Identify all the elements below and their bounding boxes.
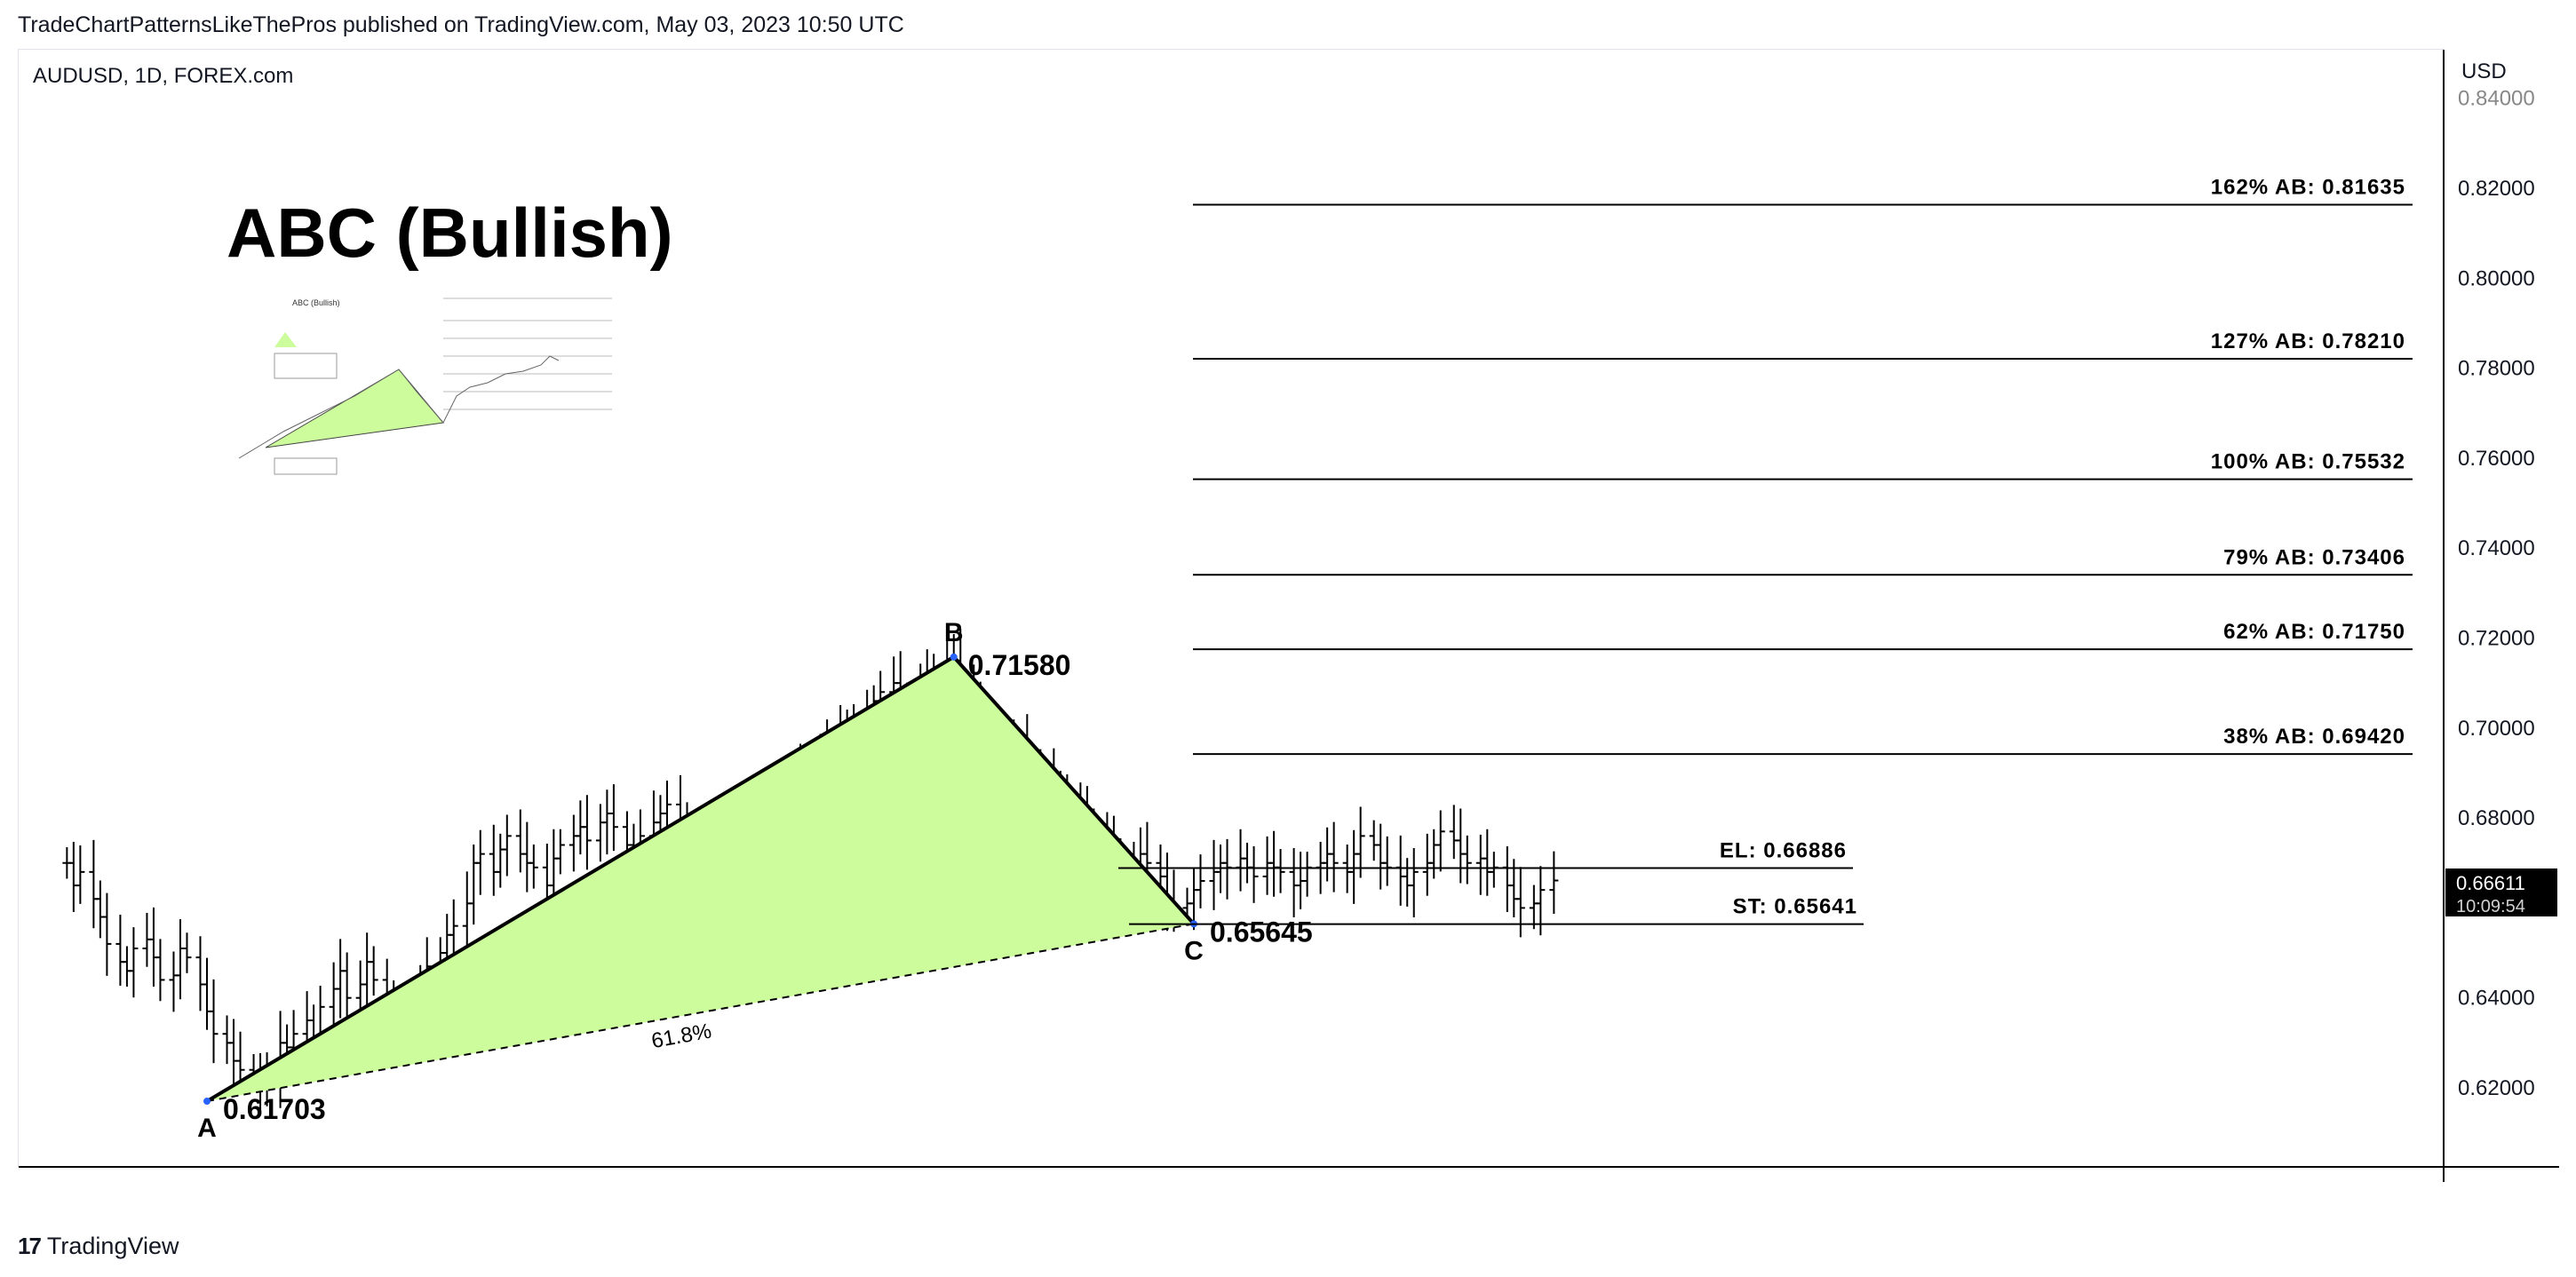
time-tick-label: Nov	[314, 1181, 353, 1182]
thumbnail-mini-fill	[274, 332, 297, 347]
time-tick-label: Mar	[1116, 1181, 1152, 1182]
price-tick-label: 0.62000	[2458, 1076, 2535, 1100]
projection-levels: 162% AB: 0.81635 127% AB: 0.78210 100% AB:…	[1118, 175, 2413, 925]
pattern-title: ABC (Bullish)	[227, 194, 673, 272]
time-tick-label: Dec	[514, 1181, 553, 1182]
thumbnail-levels	[443, 297, 612, 410]
price-chart[interactable]: 61.8% A0.61703 B0.71580 C0.65645 162% AB: 0…	[1, 1, 2559, 1182]
price-tick-label: 0.82000	[2458, 177, 2535, 201]
price-tick-label: 0.68000	[2458, 806, 2535, 830]
projection-level-label: EL: 0.66886	[1720, 839, 1847, 863]
abc-triangle-fill	[207, 656, 1194, 1102]
tradingview-logo-icon: 17	[18, 1233, 42, 1259]
pivot-value-c: 0.65645	[1210, 916, 1313, 948]
thumbnail-title: ABC (Bullish)	[292, 298, 340, 307]
projection-level-label: 38% AB: 0.69420	[2223, 725, 2405, 749]
price-tick-label: 0.64000	[2458, 987, 2535, 1011]
price-tick-label: 0.70000	[2458, 717, 2535, 741]
chart-area[interactable]: 61.8% A 0.61703 B 0.71580 C 0.65645 162% AB: 0…	[18, 49, 2559, 1182]
pivot-point-b	[950, 653, 958, 661]
projection-level-label: 79% AB: 0.73406	[2223, 545, 2405, 569]
abc-pattern: 61.8% A0.61703 B0.71580 C0.65645	[197, 618, 1313, 1143]
projection-level-label: 100% AB: 0.75532	[2211, 450, 2405, 474]
price-tick-label: 0.74000	[2458, 536, 2535, 560]
publisher-header: TradeChartPatternsLikeThePros published …	[18, 12, 904, 37]
pivot-point-a	[203, 1098, 211, 1106]
time-tick-label: Jul	[1934, 1181, 1961, 1182]
projection-level-label: 162% AB: 0.81635	[2211, 175, 2405, 199]
price-axis[interactable]: 0.620000.640000.660000.680000.700000.720…	[2458, 87, 2535, 1100]
price-tick-label: 0.76000	[2458, 447, 2535, 471]
projection-level-label: ST: 0.65641	[1733, 895, 1857, 919]
time-tick-label: Jun	[1730, 1181, 1765, 1182]
thumbnail-note-box-2	[274, 457, 338, 475]
ab-leg	[205, 655, 955, 1103]
price-tick-label: 0.80000	[2458, 266, 2535, 290]
time-tick-label: Sep	[2341, 1181, 2380, 1182]
bar-countdown: 10:09:54	[2456, 897, 2525, 916]
tradingview-brand[interactable]: 17 TradingView	[18, 1233, 179, 1260]
symbol-label[interactable]: AUDUSD, 1D, FOREX.com	[33, 64, 293, 88]
pattern-thumbnail: ABC (Bullish)	[230, 290, 656, 476]
time-tick-label: Feb	[929, 1181, 966, 1182]
last-price-tag[interactable]: 0.66611 10:09:54	[2445, 869, 2557, 916]
pivot-label-b: B	[944, 618, 964, 647]
bc-leg	[952, 655, 1196, 925]
thumbnail-note-box	[274, 353, 338, 379]
currency-label: USD	[2461, 59, 2507, 83]
price-tick-label: 0.78000	[2458, 357, 2535, 381]
price-tick-label: 0.84000	[2458, 87, 2535, 111]
time-tick-label: Apr	[1324, 1181, 1356, 1182]
time-tick-label: Oct	[110, 1181, 144, 1182]
thumbnail-pattern-fill	[265, 369, 444, 448]
thumbnail-price-path	[238, 355, 560, 459]
time-axis[interactable]: Oct Nov Dec 2023 Feb Mar Apr May Jun Jul Aug Sep	[110, 1181, 2380, 1182]
time-tick-label: 2023	[717, 1181, 764, 1182]
price-tick-label: 0.72000	[2458, 627, 2535, 651]
retracement-label: 61.8%	[649, 1019, 713, 1054]
pivot-value-b: 0.71580	[968, 649, 1071, 681]
pivot-label-a: A	[197, 1114, 217, 1143]
projection-level-label: 127% AB: 0.78210	[2211, 329, 2405, 353]
ac-retracement-line	[206, 923, 1195, 1103]
pivot-value-a: 0.61703	[223, 1093, 326, 1125]
time-tick-label: May	[1521, 1181, 1561, 1182]
projection-level-label: 62% AB: 0.71750	[2223, 620, 2405, 644]
pivot-label-c: C	[1184, 936, 1204, 965]
tradingview-brand-label: TradingView	[46, 1233, 179, 1259]
last-price-value: 0.66611	[2456, 872, 2525, 894]
time-tick-label: Aug	[2135, 1181, 2174, 1182]
